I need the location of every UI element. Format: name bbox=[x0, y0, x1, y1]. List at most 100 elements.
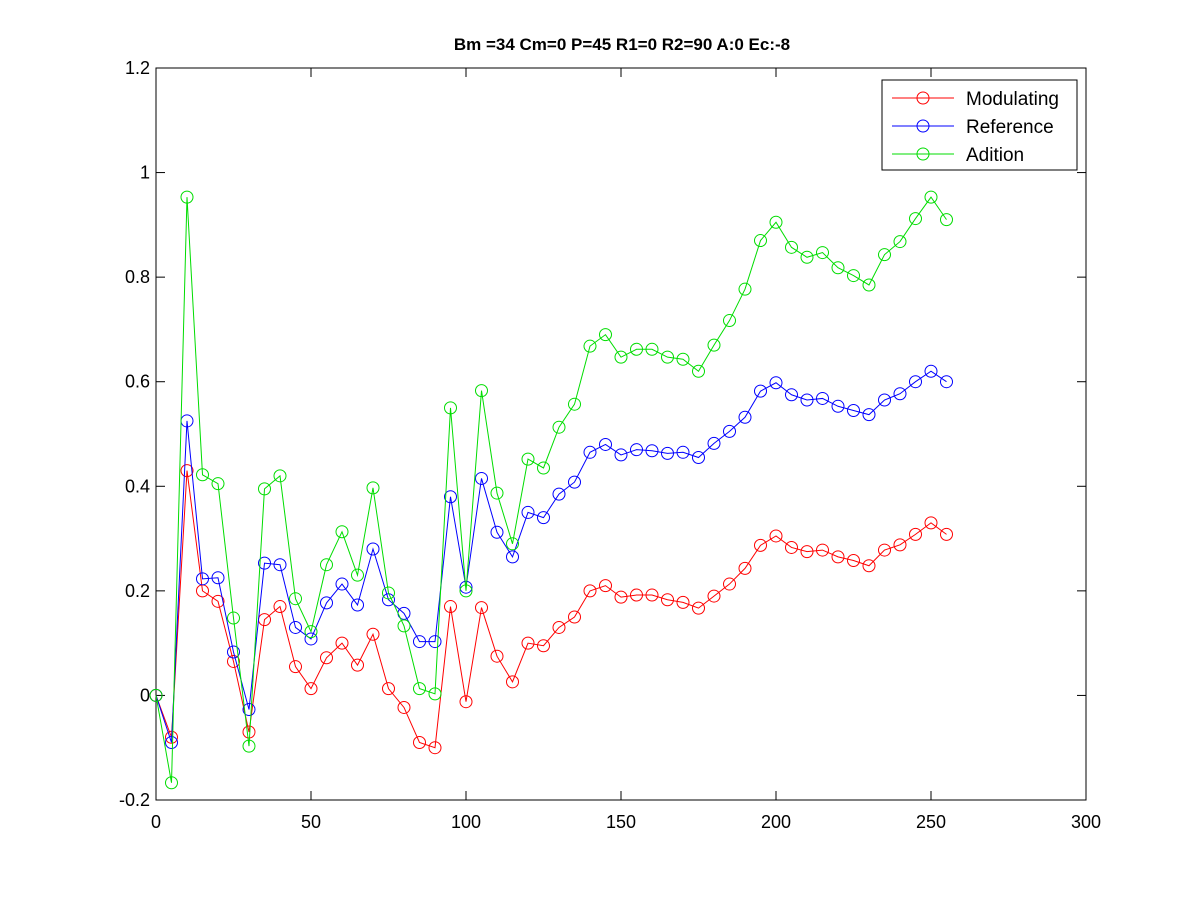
data-point bbox=[506, 537, 519, 551]
data-point bbox=[459, 695, 473, 709]
data-point bbox=[413, 682, 426, 696]
data-point bbox=[645, 588, 659, 602]
series-adition bbox=[149, 190, 953, 790]
data-point bbox=[599, 437, 612, 451]
data-point bbox=[211, 571, 225, 585]
data-point bbox=[397, 619, 411, 633]
data-point bbox=[645, 444, 659, 458]
data-point bbox=[568, 610, 581, 624]
data-point bbox=[862, 408, 876, 422]
y-tick-label: 0.8 bbox=[125, 267, 150, 287]
data-point bbox=[211, 477, 225, 491]
y-tick-label: 1.2 bbox=[125, 58, 150, 78]
data-point bbox=[738, 282, 752, 296]
data-point bbox=[583, 339, 597, 353]
legend-label: Adition bbox=[966, 145, 1024, 166]
data-point bbox=[444, 600, 457, 614]
data-point bbox=[831, 261, 845, 275]
data-point bbox=[785, 240, 798, 254]
data-point bbox=[227, 645, 240, 659]
data-point bbox=[754, 234, 767, 248]
data-point bbox=[552, 620, 566, 634]
data-point bbox=[599, 328, 612, 342]
data-point bbox=[754, 384, 767, 398]
data-point bbox=[413, 735, 426, 749]
series-line-adition bbox=[155, 196, 947, 783]
data-point bbox=[304, 632, 318, 646]
data-point bbox=[459, 584, 473, 598]
series-modulating bbox=[149, 464, 953, 755]
data-point bbox=[831, 550, 845, 564]
data-point bbox=[893, 235, 907, 249]
data-point bbox=[428, 635, 442, 649]
data-point bbox=[165, 730, 178, 744]
data-point bbox=[258, 482, 271, 496]
data-point bbox=[521, 452, 535, 466]
data-point bbox=[754, 538, 767, 552]
data-point bbox=[165, 776, 178, 790]
y-tick-label: 0.6 bbox=[125, 372, 150, 392]
data-point bbox=[614, 350, 628, 364]
data-point bbox=[800, 250, 814, 264]
x-tick-label: 250 bbox=[916, 812, 946, 832]
data-point bbox=[397, 700, 411, 714]
data-point bbox=[630, 342, 643, 356]
data-point bbox=[382, 586, 395, 600]
data-point bbox=[537, 511, 550, 525]
data-point bbox=[475, 601, 488, 615]
data-point bbox=[738, 410, 752, 424]
data-point bbox=[785, 388, 798, 402]
data-point bbox=[413, 635, 426, 649]
data-point bbox=[692, 451, 705, 465]
data-point bbox=[692, 364, 705, 378]
data-point bbox=[878, 393, 891, 407]
data-point bbox=[242, 739, 256, 753]
legend-marker bbox=[916, 91, 930, 105]
data-point bbox=[490, 486, 504, 500]
data-point bbox=[196, 468, 209, 482]
data-point bbox=[273, 600, 287, 614]
axis-ticks: 0 50 100 150 200 250 300-0.200.20.40.60.811.2 bbox=[119, 58, 1101, 832]
y-tick-label: 0.2 bbox=[125, 581, 150, 601]
data-point bbox=[816, 543, 829, 557]
data-point bbox=[506, 675, 519, 689]
data-point bbox=[475, 384, 488, 398]
data-point bbox=[273, 558, 287, 572]
data-point bbox=[630, 443, 643, 457]
legend-entry-adition: Adition bbox=[892, 145, 1024, 166]
data-point bbox=[382, 682, 395, 696]
legend-entry-modulating: Modulating bbox=[892, 89, 1059, 110]
data-point bbox=[924, 364, 938, 378]
y-tick-label: 0 bbox=[140, 685, 150, 705]
data-point bbox=[940, 213, 953, 227]
data-point bbox=[676, 352, 690, 366]
data-point bbox=[940, 375, 953, 389]
legend: Modulating Reference Adition bbox=[881, 79, 1078, 171]
data-point bbox=[645, 342, 659, 356]
data-point bbox=[227, 654, 240, 668]
series-reference bbox=[149, 364, 953, 749]
series-layer bbox=[149, 190, 953, 790]
data-point bbox=[583, 445, 597, 459]
data-point bbox=[661, 446, 674, 460]
data-point bbox=[165, 735, 178, 749]
data-point bbox=[568, 475, 581, 489]
data-point bbox=[351, 568, 364, 582]
data-point bbox=[521, 505, 535, 519]
data-point bbox=[862, 278, 876, 292]
data-point bbox=[335, 525, 349, 539]
data-point bbox=[211, 594, 225, 608]
data-point bbox=[444, 490, 457, 504]
data-point bbox=[475, 471, 488, 485]
series-line-reference bbox=[155, 370, 947, 743]
x-tick-label: 200 bbox=[761, 812, 791, 832]
data-point bbox=[909, 212, 922, 226]
data-point bbox=[227, 611, 240, 625]
data-point bbox=[599, 579, 612, 593]
data-point bbox=[909, 527, 922, 541]
data-point bbox=[769, 376, 783, 390]
data-point bbox=[816, 391, 829, 405]
data-point bbox=[490, 525, 504, 539]
data-point bbox=[506, 550, 519, 564]
